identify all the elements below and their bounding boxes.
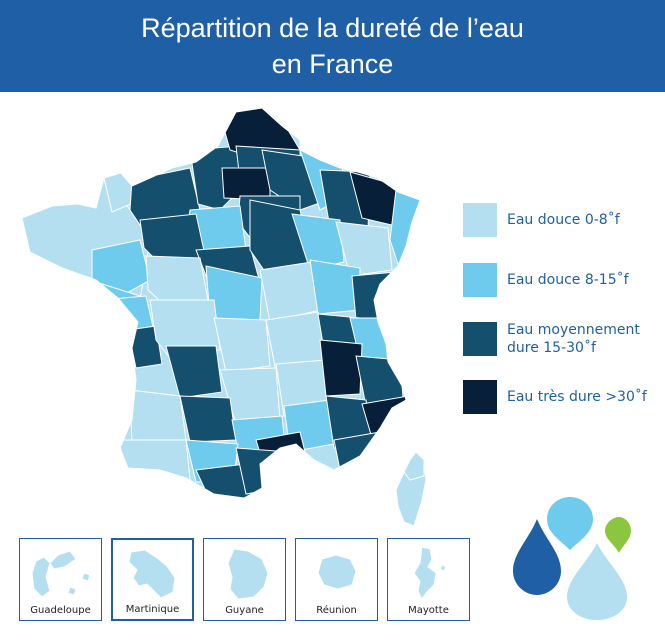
territory-label: Réunion [316,605,357,616]
legend-label: Eau douce 8-15˚f [507,272,629,288]
legend-swatch [463,263,497,297]
territory-label: Martinique [125,604,180,615]
territory-reunion: Réunion [295,538,378,621]
legend-swatch [463,203,497,237]
department-region [179,395,237,443]
department-region [319,339,363,397]
title-line-1: Répartition de la dureté de l’eau [141,13,524,43]
france-outline [21,107,421,499]
legend-label: Eau douce 0-8˚f [507,212,620,228]
department-region [119,439,191,485]
legend-item-douce-8-15: Eau douce 8-15˚f [463,263,629,297]
territory-label: Guyane [225,605,264,616]
light-blue-drop-icon [547,497,593,550]
department-region [91,239,151,299]
territory-label: Mayotte [408,605,449,616]
legend-item-tres-dure: Eau très dure >30˚f [463,380,647,414]
legend-swatch [463,380,497,414]
title-banner: Répartition de la dureté de l’eau en Fra… [0,0,665,92]
legend-label: Eau moyennement dure 15-30˚f [507,322,640,356]
territory-guadeloupe: Guadeloupe [19,538,102,621]
reunion-outline-icon [317,554,357,590]
department-region [291,213,345,271]
corse-north [403,451,425,481]
department-region [335,221,393,277]
department-region [235,447,293,495]
guadeloupe-outline-icon [31,550,91,598]
department-region [165,345,223,399]
water-drops-decoration [513,497,631,620]
martinique-outline-icon [128,549,176,599]
pale-blue-drop-icon [567,543,627,620]
territory-label: Guadeloupe [30,605,91,616]
title-line-2: en France [271,49,394,79]
legend-item-douce-0-8: Eau douce 0-8˚f [463,203,620,237]
territory-mayotte: Mayotte [387,538,470,621]
legend-item-moyennement-dure: Eau moyennement dure 15-30˚f [463,321,640,357]
dark-blue-drop-icon [513,519,561,595]
guyane-outline-icon [227,548,269,600]
department-region [221,167,271,201]
territory-martinique: Martinique [111,538,194,621]
legend-label: Eau très dure >30˚f [507,389,647,405]
legend-swatch [463,322,497,356]
department-region [213,317,271,373]
department-region [351,271,397,321]
mayotte-outline-icon [413,546,447,600]
green-drop-icon [605,517,631,553]
department-region [129,389,187,447]
territory-guyane: Guyane [203,538,286,621]
